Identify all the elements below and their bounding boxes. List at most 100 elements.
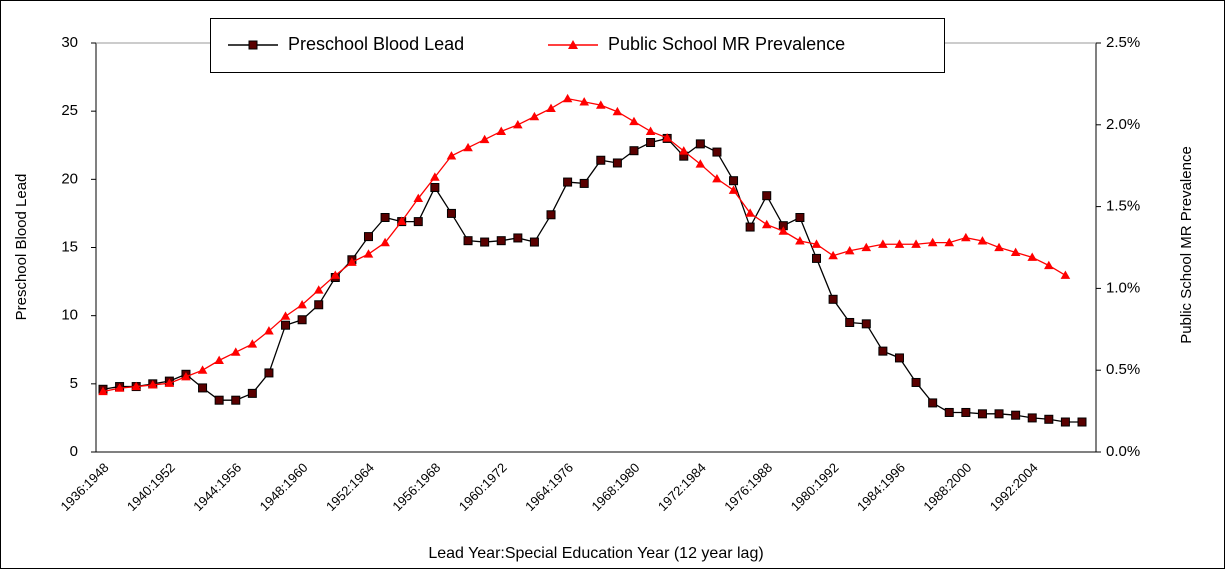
legend-marker xyxy=(248,40,258,50)
marker-triangle xyxy=(396,216,407,225)
marker-square xyxy=(529,237,539,247)
marker-square xyxy=(463,236,473,246)
marker-square xyxy=(961,407,971,417)
marker-triangle xyxy=(114,383,125,392)
marker-triangle xyxy=(214,355,224,364)
marker-square xyxy=(894,353,904,363)
marker-triangle xyxy=(147,380,158,389)
marker-square xyxy=(314,300,324,310)
marker-square xyxy=(828,294,838,304)
marker-square xyxy=(745,222,755,232)
marker-triangle xyxy=(380,237,390,247)
marker-triangle xyxy=(761,219,772,229)
marker-square xyxy=(430,183,440,193)
marker-triangle xyxy=(778,226,789,235)
marker-triangle xyxy=(264,326,274,335)
legend-label: Preschool Blood Lead xyxy=(288,34,464,54)
marker-square xyxy=(646,138,656,148)
marker-triangle xyxy=(994,242,1004,252)
y2-tick-label: 2.0% xyxy=(1106,116,1140,133)
marker-square xyxy=(413,217,423,227)
marker-square xyxy=(878,346,888,356)
marker-triangle xyxy=(247,339,258,348)
marker-triangle xyxy=(181,371,191,381)
y2-tick-label: 0.0% xyxy=(1106,443,1140,460)
marker-square xyxy=(762,191,772,201)
marker-triangle xyxy=(446,151,457,160)
marker-square xyxy=(247,388,257,398)
y2-tick-label: 1.0% xyxy=(1106,279,1140,296)
marker-triangle xyxy=(961,232,971,242)
y2-axis-label: Public School MR Prevalence xyxy=(1178,146,1195,344)
marker-triangle xyxy=(1010,247,1021,257)
marker-triangle xyxy=(479,134,490,144)
marker-square xyxy=(977,409,987,419)
marker-triangle xyxy=(529,111,540,121)
y-tick-label: 25 xyxy=(61,102,78,119)
marker-square xyxy=(596,155,606,165)
y2-tick-label: 2.5% xyxy=(1106,34,1140,51)
y-axis-label: Preschool Blood Lead xyxy=(13,174,30,321)
marker-square xyxy=(363,232,373,242)
marker-triangle xyxy=(463,142,473,152)
marker-triangle xyxy=(811,239,822,248)
marker-triangle xyxy=(313,285,324,294)
marker-triangle xyxy=(745,208,755,217)
marker-square xyxy=(911,377,921,387)
marker-triangle xyxy=(795,236,805,245)
marker-triangle xyxy=(347,257,357,266)
marker-triangle xyxy=(861,242,872,252)
marker-square xyxy=(563,177,573,187)
marker-triangle xyxy=(844,245,855,255)
marker-triangle xyxy=(728,185,739,194)
marker-triangle xyxy=(562,93,573,103)
marker-square xyxy=(214,395,224,405)
marker-triangle xyxy=(413,193,424,203)
marker-square xyxy=(513,233,523,243)
marker-square xyxy=(845,317,855,327)
y-tick-label: 10 xyxy=(61,307,78,324)
marker-square xyxy=(579,178,589,188)
y-tick-label: 0 xyxy=(70,443,78,460)
marker-square xyxy=(695,139,705,149)
marker-square xyxy=(480,237,490,247)
legend-label: Public School MR Prevalence xyxy=(608,34,845,54)
marker-square xyxy=(612,158,622,168)
marker-triangle xyxy=(98,386,108,396)
y2-tick-label: 0.5% xyxy=(1106,361,1140,378)
marker-triangle xyxy=(712,173,722,183)
y-tick-label: 20 xyxy=(61,170,78,187)
marker-square xyxy=(928,398,938,408)
marker-triangle xyxy=(977,236,988,245)
marker-square xyxy=(944,407,954,417)
marker-square xyxy=(231,395,241,405)
marker-triangle xyxy=(363,249,374,258)
marker-triangle xyxy=(197,365,208,374)
marker-triangle xyxy=(1027,252,1038,261)
marker-triangle xyxy=(828,250,838,260)
marker-square xyxy=(1027,413,1037,423)
marker-triangle xyxy=(513,120,523,129)
marker-square xyxy=(1060,417,1070,427)
marker-square xyxy=(629,146,639,156)
marker-square xyxy=(729,176,739,186)
marker-square xyxy=(812,253,822,263)
marker-square xyxy=(1077,417,1087,427)
y-tick-label: 15 xyxy=(61,238,78,255)
marker-triangle xyxy=(330,270,341,279)
marker-triangle xyxy=(496,126,507,135)
marker-square xyxy=(994,409,1004,419)
marker-triangle xyxy=(629,116,639,126)
marker-triangle xyxy=(1060,270,1071,279)
marker-triangle xyxy=(131,381,141,391)
marker-square xyxy=(795,213,805,223)
marker-square xyxy=(380,213,390,223)
marker-square xyxy=(281,320,291,330)
marker-triangle xyxy=(430,172,440,181)
marker-square xyxy=(861,319,871,329)
marker-square xyxy=(712,147,722,157)
x-axis-label: Lead Year:Special Education Year (12 yea… xyxy=(428,545,763,562)
legend-marker xyxy=(568,40,578,49)
marker-square xyxy=(198,383,208,393)
